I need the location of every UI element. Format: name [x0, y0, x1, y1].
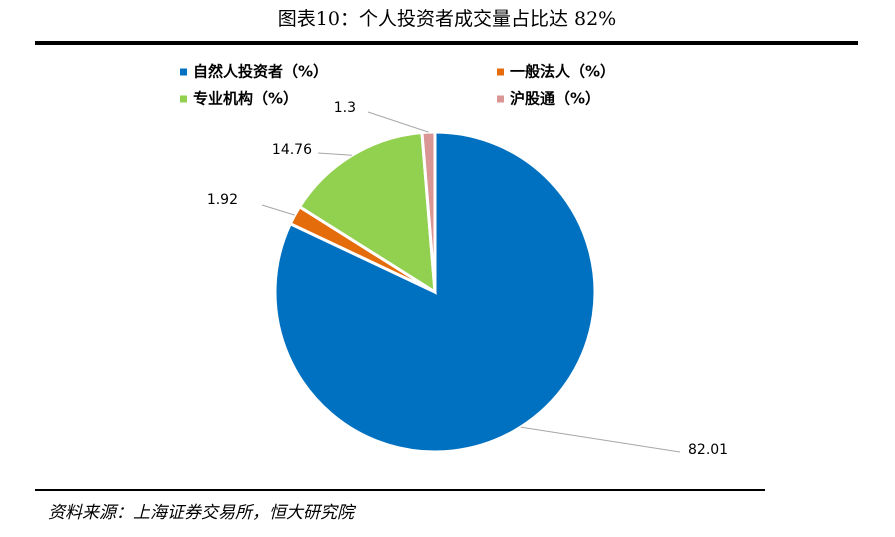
data-label: 1.92 — [207, 192, 238, 208]
pie-slice — [297, 130, 437, 295]
leader-line — [520, 426, 681, 453]
data-label: 1.3 — [334, 100, 356, 116]
data-label: 14.76 — [272, 142, 312, 158]
chart-title: 图表10：个人投资者成交量占比达 82% — [278, 8, 616, 30]
legend-label: 自然人投资者（%） — [193, 63, 328, 81]
leader-line — [317, 152, 353, 156]
legend-label: 一般法人（%） — [510, 63, 615, 81]
legend-marker — [180, 95, 187, 103]
legend-marker — [180, 68, 187, 76]
legend-marker — [497, 68, 504, 76]
legend-label: 沪股通（%） — [510, 90, 600, 108]
leader-line — [261, 204, 295, 216]
source-note: 资料来源：上海证券交易所，恒大研究院 — [48, 503, 357, 523]
legend-label: 专业机构（%） — [193, 90, 298, 108]
legend-marker — [497, 95, 504, 103]
leader-line — [367, 111, 429, 133]
data-label: 82.01 — [688, 442, 728, 458]
